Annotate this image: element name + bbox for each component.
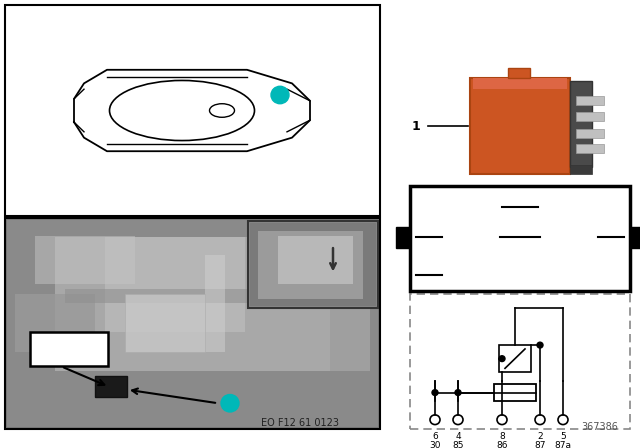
FancyBboxPatch shape <box>473 78 567 89</box>
Bar <box>576 129 604 138</box>
Circle shape <box>432 390 438 396</box>
Text: 86: 86 <box>496 441 508 448</box>
Circle shape <box>271 86 289 104</box>
Text: 1: 1 <box>227 399 233 408</box>
Bar <box>410 186 630 291</box>
Text: K15: K15 <box>56 336 83 349</box>
Bar <box>250 223 376 306</box>
Bar <box>7 220 378 427</box>
Bar <box>258 231 363 298</box>
Bar <box>570 165 592 174</box>
Text: 85: 85 <box>452 441 464 448</box>
Text: 30: 30 <box>429 441 441 448</box>
Bar <box>576 144 604 153</box>
Text: 87: 87 <box>534 441 546 448</box>
Text: 86: 86 <box>425 264 439 275</box>
Bar <box>55 237 330 371</box>
Bar <box>396 227 410 248</box>
FancyBboxPatch shape <box>570 82 592 167</box>
Text: 8: 8 <box>499 432 505 441</box>
Bar <box>576 112 604 121</box>
Circle shape <box>537 342 543 348</box>
Bar <box>5 218 380 430</box>
Bar <box>508 68 530 78</box>
Bar <box>35 236 135 284</box>
Text: 6: 6 <box>432 432 438 441</box>
Bar <box>95 376 127 397</box>
Text: 2: 2 <box>537 432 543 441</box>
Circle shape <box>455 390 461 396</box>
Circle shape <box>499 356 505 362</box>
Text: K15*1B: K15*1B <box>43 350 95 363</box>
Text: 4: 4 <box>455 432 461 441</box>
Bar <box>494 384 536 401</box>
Bar <box>576 96 604 105</box>
Bar <box>5 5 380 216</box>
Bar <box>630 227 640 248</box>
Text: 367386: 367386 <box>582 422 618 431</box>
Text: 1: 1 <box>412 120 420 133</box>
Text: EO F12 61 0123: EO F12 61 0123 <box>261 418 339 428</box>
FancyBboxPatch shape <box>470 78 570 174</box>
Bar <box>205 255 225 352</box>
Bar <box>15 294 95 352</box>
Bar <box>499 345 531 372</box>
Bar <box>65 289 265 303</box>
Text: 87: 87 <box>513 195 527 205</box>
Bar <box>30 332 108 366</box>
Circle shape <box>221 395 239 412</box>
Bar <box>278 236 353 284</box>
Bar <box>255 228 370 371</box>
Bar <box>410 294 630 430</box>
Bar <box>248 221 378 308</box>
Bar <box>105 237 245 332</box>
Text: 87a: 87a <box>509 227 531 237</box>
Text: 85: 85 <box>605 227 619 237</box>
Text: 1: 1 <box>277 90 283 99</box>
Text: 87a: 87a <box>554 441 572 448</box>
Text: 30: 30 <box>425 227 439 237</box>
Bar <box>125 294 205 352</box>
Text: 5: 5 <box>560 432 566 441</box>
